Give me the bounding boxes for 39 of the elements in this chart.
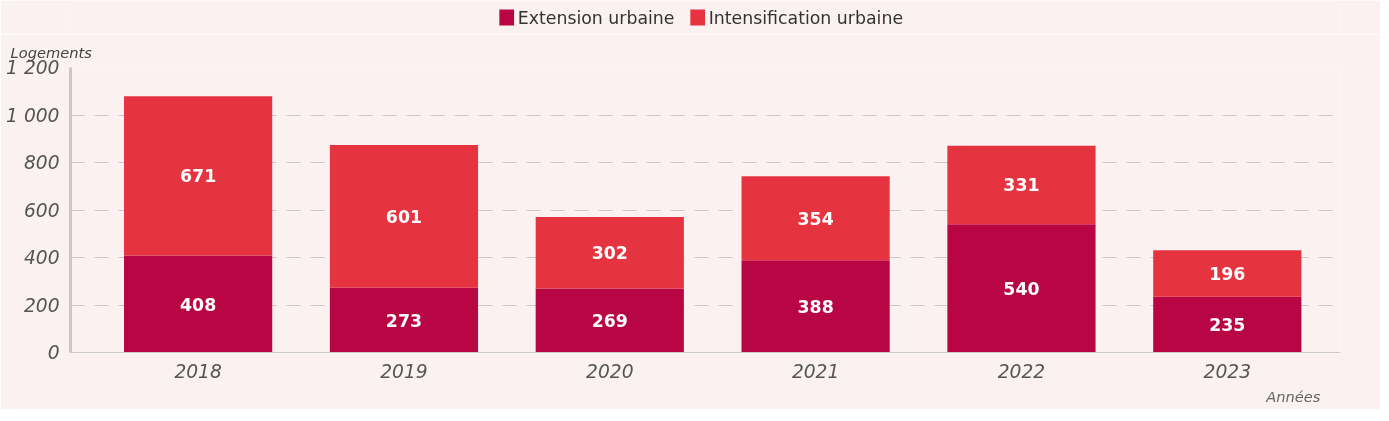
bar (535, 216, 684, 289)
data-label: 269 (591, 311, 628, 332)
data-label: 408 (180, 294, 217, 315)
x-tick-label: 2019 (380, 360, 428, 382)
x-tick-label: 2020 (586, 360, 634, 382)
bar (329, 144, 479, 288)
x-tick-label: 2018 (174, 360, 222, 382)
bar (1153, 296, 1302, 353)
x-tick-label: 2023 (1203, 360, 1252, 382)
y-tick-label: 600 (23, 199, 60, 221)
x-tick-label: 2022 (997, 360, 1046, 382)
data-label: 235 (1209, 315, 1246, 336)
data-label: 196 (1209, 263, 1246, 284)
data-label: 273 (385, 310, 423, 331)
bar (947, 145, 1096, 225)
bar (741, 176, 890, 261)
data-label: 354 (797, 208, 834, 229)
x-tick-label: 2021 (791, 360, 840, 382)
bar (741, 260, 890, 353)
bar (329, 287, 479, 353)
data-label: 388 (797, 296, 834, 317)
data-label: 331 (1003, 175, 1040, 196)
data-label: 601 (385, 206, 423, 227)
y-tick-label: 0 (47, 342, 60, 363)
bar (947, 224, 1096, 353)
bar (124, 96, 273, 256)
legend-label: Intensification urbaine (708, 7, 904, 28)
y-tick-label: 400 (23, 247, 60, 268)
data-label: 540 (1003, 278, 1040, 299)
bar (1153, 250, 1302, 297)
data-label: 302 (591, 243, 628, 264)
bar (535, 288, 684, 353)
y-tick-label: 800 (23, 152, 60, 173)
data-label: 671 (180, 166, 217, 187)
x-axis-title: Années (1265, 387, 1321, 405)
y-tick-label: 1 000 (6, 104, 60, 126)
bar (124, 255, 273, 353)
y-tick-label: 200 (23, 294, 60, 316)
legend-label: Extension urbaine (517, 7, 675, 28)
